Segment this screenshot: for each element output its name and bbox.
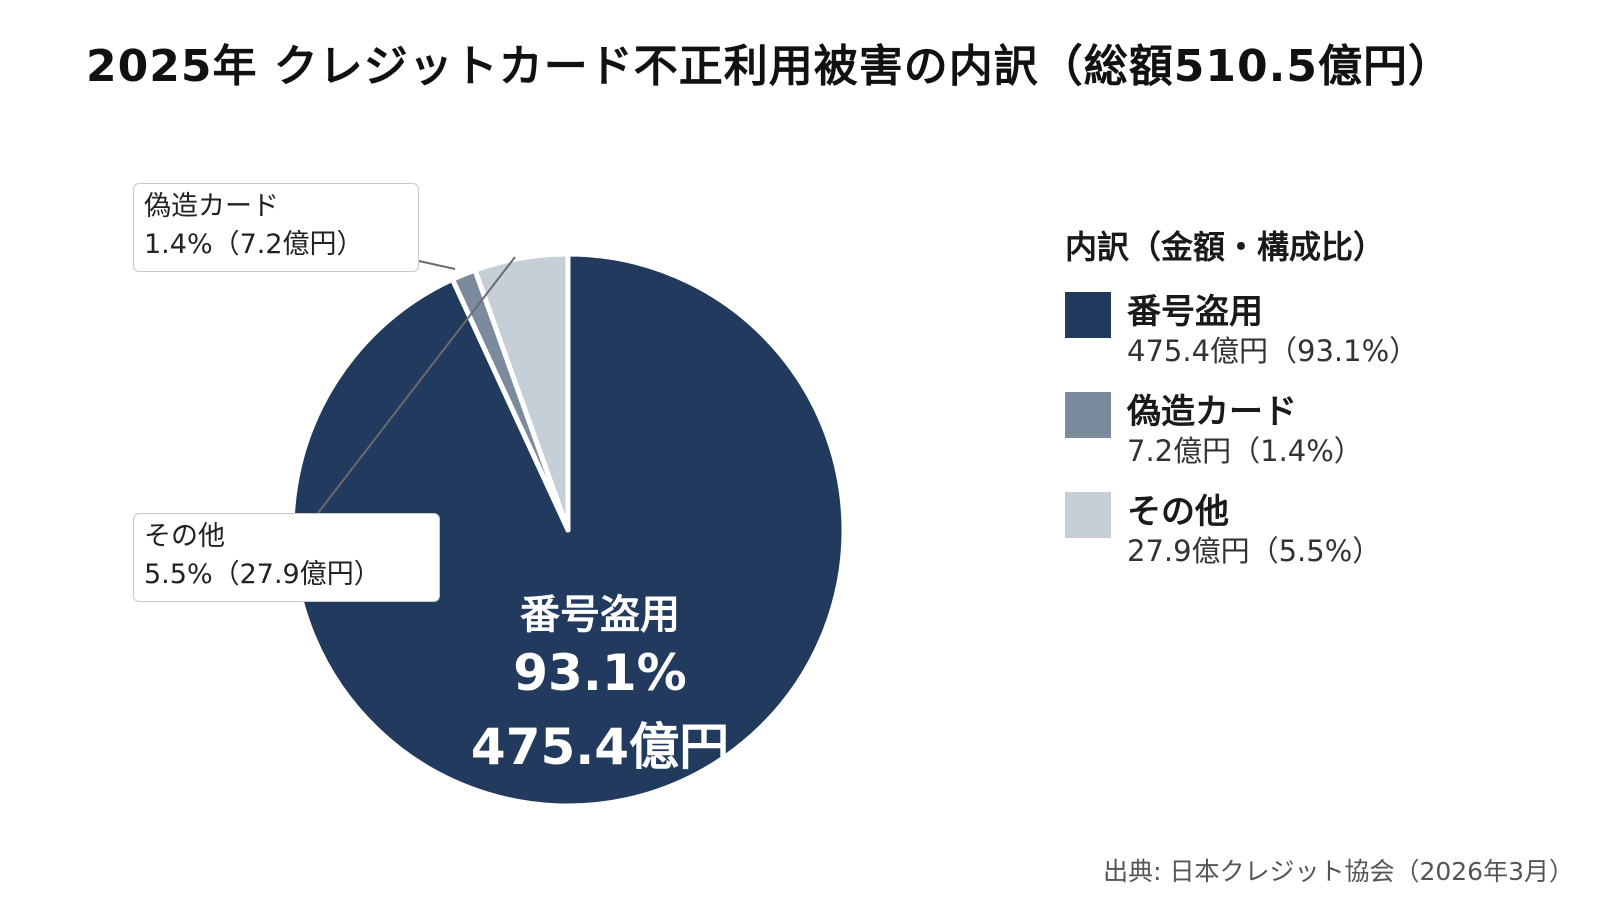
legend-item-detail: 7.2億円（1.4%）	[1127, 434, 1363, 468]
legend-item-detail: 27.9億円（5.5%）	[1127, 534, 1382, 568]
legend-item-name: 偽造カード	[1127, 392, 1297, 432]
legend: 内訳（金額・構成比） 番号盗用 475.4億円（93.1%） 偽造カード 7.2…	[1065, 222, 1418, 582]
slice-label-amount: 475.4億円	[470, 718, 730, 776]
source-note: 出典: 日本クレジット協会（2026年3月）	[1103, 857, 1574, 886]
legend-swatch	[1065, 492, 1111, 538]
callout-forgery: 偽造カード 1.4%（7.2億円）	[133, 183, 419, 272]
callout-forgery-name: 偽造カード	[144, 191, 279, 222]
chart-title: 2025年 クレジットカード不正利用被害の内訳（総額510.5億円）	[86, 41, 1453, 92]
slice-label-name: 番号盗用	[520, 592, 680, 638]
slice-label-percent: 93.1%	[513, 644, 687, 702]
leader-line-forgery	[418, 260, 456, 270]
legend-item-name: その他	[1127, 492, 1229, 532]
slice-other	[472, 251, 571, 533]
callout-other: その他 5.5%（27.9億円）	[133, 513, 440, 602]
legend-item: 番号盗用 475.4億円（93.1%）	[1065, 282, 1418, 382]
callout-forgery-detail: 1.4%（7.2億円）	[144, 229, 364, 260]
legend-item-detail: 475.4億円（93.1%）	[1127, 334, 1419, 368]
legend-title: 内訳（金額・構成比）	[1065, 228, 1386, 266]
callout-other-detail: 5.5%（27.9億円）	[144, 559, 381, 590]
callout-other-name: その他	[144, 521, 225, 552]
legend-swatch	[1065, 392, 1111, 438]
leader-line-other	[317, 256, 516, 514]
legend-item: その他 27.9億円（5.5%）	[1065, 482, 1385, 582]
legend-item: 偽造カード 7.2億円（1.4%）	[1065, 382, 1385, 482]
legend-swatch	[1065, 292, 1111, 338]
legend-item-name: 番号盗用	[1127, 292, 1263, 332]
